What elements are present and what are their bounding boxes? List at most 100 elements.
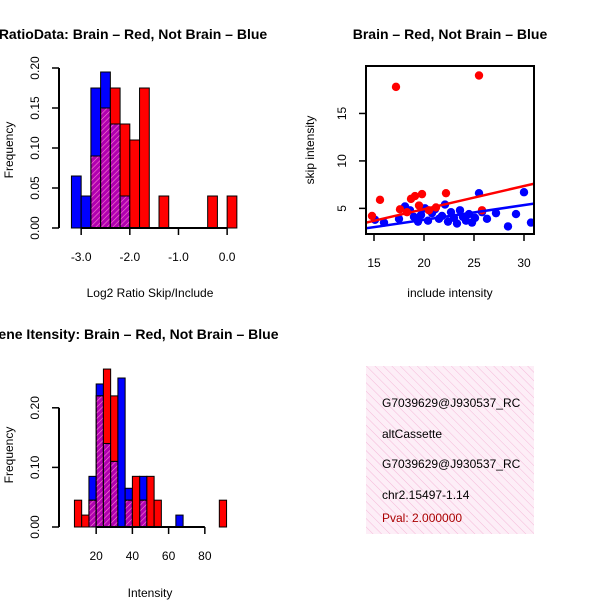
gene-intensity-x-tick-label: 60: [162, 549, 176, 563]
ratio-histogram-y-tick-label: 0.20: [28, 56, 42, 80]
scatter-point-blue: [511, 209, 521, 219]
ratio-histogram-ylabel: Frequency: [2, 122, 16, 179]
info-panel-background: [366, 366, 534, 534]
info-line-probe-id: G7039629@J930537_RC: [382, 396, 521, 410]
info-line-event-type: altCassette: [382, 427, 442, 441]
scatter-title: Brain – Red, Not Brain – Blue: [353, 26, 548, 42]
gene-intensity-bar-blue: [117, 377, 126, 528]
ratio-histogram-y-tick-label: 0.15: [28, 96, 42, 120]
scatter-point-red: [410, 191, 420, 201]
scatter-point-blue: [455, 206, 465, 215]
gene-intensity-bar-overlap-hatch: [88, 499, 97, 528]
gene-intensity-bar-red: [73, 499, 83, 528]
ratio-histogram-bar-red: [129, 139, 141, 229]
gene-intensity-bar-overlap-hatch: [124, 499, 133, 528]
gene-intensity-bar-blue: [139, 475, 148, 501]
ratio-histogram-bar-red: [119, 123, 131, 197]
scatter-point-red: [441, 188, 451, 198]
ratio-histogram-bar-blue: [90, 87, 102, 157]
scatter-fit-line-red: [366, 182, 534, 224]
info-line-probe-id-2: G7039629@J930537_RC: [382, 457, 521, 471]
ratio-histogram-y-tick-label: 0.00: [28, 216, 42, 240]
gene-intensity-ylabel: Frequency: [2, 427, 16, 484]
scatter-point-red: [474, 71, 484, 80]
scatter-y-tick-label: 15: [335, 106, 349, 120]
scatter-point-red: [414, 201, 424, 210]
scatter-x-tick-label: 30: [517, 256, 531, 270]
scatter-plot-box: [365, 65, 535, 235]
ratio-histogram-bar-red: [158, 195, 170, 229]
gene-intensity-x-tick-label: 80: [198, 549, 212, 563]
scatter-xlabel: include intensity: [407, 286, 492, 300]
scatter-y-tick-label: 10: [335, 154, 349, 168]
gene-intensity-bar-red: [81, 514, 90, 528]
ratio-histogram-x-tick-label: 0.0: [219, 250, 236, 264]
scatter-x-tick-label: 20: [417, 256, 431, 270]
ratio-histogram-bar-overlap-hatch: [109, 123, 121, 229]
gene-intensity-xlabel: Intensity: [128, 586, 173, 600]
scatter-point-blue: [519, 188, 529, 197]
scatter-points-layer: [366, 71, 534, 231]
ratio-histogram-y-tick-label: 0.05: [28, 176, 42, 200]
gene-intensity-bar-red: [110, 395, 119, 462]
ratio-histogram-bar-overlap-hatch: [119, 195, 131, 229]
scatter-fit-line-blue: [366, 202, 534, 230]
scatter-ylabel: skip intensity: [303, 116, 317, 185]
scatter-point-blue: [452, 219, 462, 228]
gene-intensity-bar-red: [218, 499, 228, 528]
gene-intensity-bar-red: [153, 499, 162, 528]
ratio-histogram-bar-overlap-hatch: [90, 155, 102, 229]
gene-intensity-y-tick-label: 0.20: [28, 396, 42, 420]
intensity-scatter-panel: Brain – Red, Not Brain – Blue skip inten…: [303, 26, 547, 300]
scatter-point-red: [367, 211, 377, 221]
scatter-x-tick-label: 25: [467, 256, 481, 270]
scatter-point-red: [417, 189, 427, 199]
info-panel: G7039629@J930537_RC altCassette G7039629…: [366, 366, 534, 534]
ratio-histogram-xlabel: Log2 Ratio Skip/Include: [87, 286, 214, 300]
gene-intensity-bar-overlap-hatch: [110, 460, 119, 528]
gene-intensity-bar-overlap-hatch: [139, 499, 148, 528]
ratio-histogram-bar-red: [109, 87, 121, 125]
ratio-histogram-x-tick-label: -1.0: [168, 250, 189, 264]
info-line-pval: Pval: 2.000000: [382, 511, 462, 525]
ratio-histogram-bar-blue: [80, 195, 92, 229]
ratio-histogram-bar-blue: [70, 175, 82, 229]
gene-intensity-bar-blue: [88, 475, 97, 501]
gene-intensity-bar-blue: [95, 383, 104, 397]
ratio-histogram-bar-red: [226, 195, 238, 229]
info-line-location: chr2.15497-1.14: [382, 488, 470, 502]
scatter-x-tick-label: 15: [367, 256, 381, 270]
ratio-histogram-title: RatioData: Brain – Red, Not Brain – Blue: [0, 26, 267, 42]
gene-intensity-y-tick-label: 0.00: [28, 515, 42, 539]
scatter-marks: 15 20 25 30 5 10 15: [335, 65, 535, 270]
scatter-point-blue: [482, 214, 492, 224]
scatter-point-blue: [443, 217, 453, 226]
gene-intensity-bar-blue: [175, 514, 184, 528]
scatter-point-blue: [416, 210, 426, 220]
scatter-point-blue: [470, 213, 480, 223]
gene-intensity-bar-red: [146, 475, 155, 528]
ratio-histogram-marks: -3.0 -2.0 -1.0 0.0 0.00 0.05 0.10 0.15 0.20: [28, 56, 238, 264]
scatter-point-red: [391, 82, 401, 92]
scatter-point-red: [395, 205, 405, 214]
ratio-histogram-bar-overlap-hatch: [100, 107, 111, 229]
ratio-histogram-bar-blue: [100, 71, 111, 109]
gene-intensity-y-tick-label: 0.10: [28, 455, 42, 479]
gene-intensity-bar-overlap-hatch: [95, 395, 104, 528]
info-panel-clip-mask: [534, 366, 600, 534]
scatter-y-tick-label: 5: [335, 205, 349, 212]
gene-intensity-x-tick-label: 40: [126, 549, 140, 563]
gene-intensity-bar-red: [131, 475, 141, 528]
scatter-point-blue: [503, 222, 513, 231]
ratio-histogram-bar-red: [207, 195, 218, 229]
scatter-point-blue: [491, 208, 501, 218]
ratio-histogram-x-tick-label: -2.0: [119, 250, 140, 264]
ratio-histogram-x-tick-label: -3.0: [71, 250, 92, 264]
gene-intensity-title: Gene Itensity: Brain – Red, Not Brain – …: [0, 326, 279, 342]
gene-intensity-bar-red: [102, 368, 112, 445]
gene-intensity-histogram-panel: Gene Itensity: Brain – Red, Not Brain – …: [0, 326, 279, 600]
gene-intensity-x-tick-label: 20: [89, 549, 103, 563]
gene-intensity-bar-overlap-hatch: [102, 443, 112, 528]
ratio-histogram-panel: RatioData: Brain – Red, Not Brain – Blue…: [0, 26, 267, 300]
